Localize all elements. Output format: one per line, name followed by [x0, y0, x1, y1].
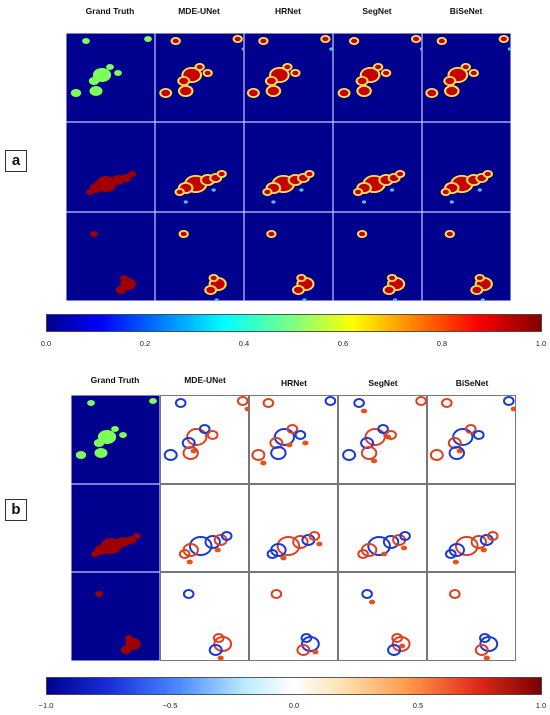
panel-b-tick-1: −0.5 — [162, 701, 178, 710]
panel-a-prediction-grid — [66, 33, 511, 301]
cell-hrnet-row-1 — [244, 33, 333, 123]
cell-image — [178, 530, 233, 565]
cell-mde-unet-row-3 — [155, 211, 244, 301]
panel-a-tick-5: 1.0 — [535, 339, 547, 348]
panel-a-tick-4: 0.8 — [436, 339, 448, 348]
cell-image — [444, 229, 493, 301]
panel-b-tick-2: 0.0 — [288, 701, 300, 710]
cell-bisenet-row-1 — [427, 395, 516, 484]
cell-image — [361, 589, 411, 657]
cell-bisenet-row-3 — [427, 572, 516, 662]
cell-grand-truth-row-3 — [66, 211, 155, 301]
cell-hrnet-row-2 — [249, 483, 338, 573]
cell-mde-unet-row-2 — [160, 483, 249, 573]
cell-segnet-row-2 — [333, 122, 422, 212]
cell-image — [95, 591, 141, 655]
cell-segnet-row-1 — [338, 395, 427, 484]
panel-a-header-mde-unet: MDE-UNet — [178, 6, 220, 16]
cell-mde-unet-row-2 — [155, 122, 244, 212]
cell-image — [440, 170, 493, 204]
cell-image — [352, 170, 406, 204]
panel-a-tick-2: 0.4 — [238, 339, 250, 348]
cell-image — [178, 229, 227, 301]
panel-b-header-bisenet: BiSeNet — [455, 378, 489, 388]
cell-image — [429, 396, 516, 461]
panel-b-header-grand-truth: Grand Truth — [90, 375, 140, 385]
cell-bisenet-row-2 — [422, 122, 511, 212]
cell-image — [182, 589, 233, 661]
cell-image — [266, 229, 315, 301]
cell-hrnet-row-3 — [249, 572, 338, 662]
panel-a-header-bisenet: BiSeNet — [449, 6, 483, 16]
panel-a-header-hrnet: HRNet — [275, 6, 301, 16]
cell-hrnet-row-1 — [249, 395, 338, 484]
panel-a-label: a — [5, 150, 27, 172]
cell-segnet-row-1 — [333, 33, 422, 123]
panel-a-tick-0: 0.0 — [40, 339, 52, 348]
cell-grand-truth-row-1 — [71, 395, 160, 484]
cell-image — [163, 396, 249, 461]
panel-a-header-grand-truth: Grand Truth — [85, 6, 135, 16]
panel-b-header-mde-unet: MDE-UNet — [184, 375, 226, 385]
cell-image — [70, 36, 152, 97]
cell-segnet-row-2 — [338, 483, 427, 573]
cell-hrnet-row-3 — [244, 211, 333, 301]
cell-image — [337, 35, 422, 98]
panel-a-tick-3: 0.6 — [337, 339, 349, 348]
panel-b-tick-3: 0.5 — [412, 701, 424, 710]
cell-image — [262, 170, 315, 204]
cell-image — [251, 396, 337, 466]
cell-image — [342, 396, 427, 464]
cell-mde-unet-row-1 — [160, 395, 249, 484]
cell-bisenet-row-3 — [422, 211, 511, 301]
cell-image — [90, 230, 136, 294]
cell-image — [91, 532, 141, 557]
panel-b-colorbar — [46, 677, 542, 695]
cell-mde-unet-row-1 — [155, 33, 244, 123]
cell-bisenet-row-2 — [427, 483, 516, 573]
cell-image — [246, 35, 333, 98]
panel-b-tick-4: 1.0 — [535, 701, 547, 710]
cell-bisenet-row-1 — [422, 33, 511, 123]
cell-image — [270, 589, 320, 657]
cell-image — [174, 170, 227, 204]
cell-grand-truth-row-1 — [66, 33, 155, 123]
cell-image — [445, 530, 499, 565]
cell-image — [159, 35, 244, 98]
panel-a-tick-1: 0.2 — [139, 339, 151, 348]
cell-image — [357, 530, 411, 559]
cell-image — [86, 171, 136, 196]
panel-b-header-hrnet: HRNet — [281, 378, 307, 388]
panel-b-error-grid — [71, 395, 516, 662]
cell-segnet-row-3 — [338, 572, 427, 662]
panel-b-tick-0: −1.0 — [38, 701, 54, 710]
cell-grand-truth-row-2 — [71, 483, 160, 573]
panel-b-header-segnet: SegNet — [368, 378, 398, 388]
cell-image — [75, 398, 157, 459]
cell-mde-unet-row-3 — [160, 572, 249, 662]
cell-image — [266, 530, 323, 561]
cell-image — [356, 229, 406, 301]
panel-b-label: b — [5, 499, 27, 521]
cell-grand-truth-row-3 — [71, 572, 160, 662]
cell-hrnet-row-2 — [244, 122, 333, 212]
panel-a-header-segnet: SegNet — [362, 6, 392, 16]
cell-segnet-row-3 — [333, 211, 422, 301]
cell-image — [449, 589, 499, 661]
panel-a-colorbar — [46, 314, 542, 332]
cell-image — [425, 35, 511, 98]
cell-grand-truth-row-2 — [66, 122, 155, 212]
